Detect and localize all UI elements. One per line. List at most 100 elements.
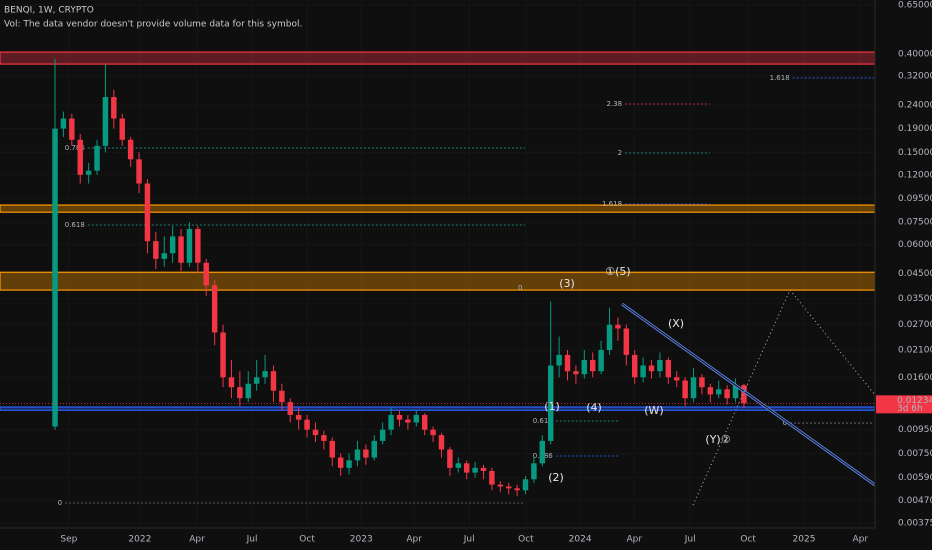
candle-body: [211, 285, 218, 333]
x-tick-label: Oct: [518, 535, 534, 545]
y-tick-label: 0.003750: [898, 519, 932, 529]
candle-body: [270, 371, 277, 391]
candle-body: [531, 463, 537, 480]
y-tick-label: 0.004700: [898, 496, 932, 506]
volume-note: Vol: The data vendor doesn't provide vol…: [4, 20, 302, 30]
candle-body: [447, 449, 453, 468]
y-tick-label: 0.240000: [898, 101, 932, 111]
candle-body: [111, 97, 117, 119]
candle-body: [77, 139, 83, 175]
wave-label: (1): [544, 400, 560, 413]
candle-body: [119, 118, 125, 140]
candle-body: [287, 402, 293, 415]
last-price-box: [876, 395, 932, 414]
y-tick-label: 0.021000: [898, 345, 932, 355]
x-tick-label: Apr: [189, 535, 205, 545]
projection-line: [789, 289, 876, 396]
candle-body: [489, 470, 495, 485]
x-tick-label: 2022: [128, 535, 151, 545]
candle-body: [85, 170, 92, 175]
candle-body: [573, 371, 579, 375]
candle-body: [354, 449, 361, 461]
fib-label: 1.618: [602, 200, 622, 208]
y-tick-label: 0.075000: [898, 218, 932, 228]
candle-body: [363, 449, 369, 458]
wave-label: (Y)②: [705, 433, 730, 446]
candle-body: [606, 324, 613, 350]
candle-body: [463, 463, 470, 473]
wave-label: (2): [548, 471, 564, 484]
candle-body: [161, 253, 167, 259]
candle-body: [312, 429, 319, 436]
x-tick-label: Jul: [246, 535, 258, 545]
candle-body: [707, 387, 714, 395]
x-tick-label: Apr: [627, 535, 643, 545]
y-tick-label: 0.120000: [898, 170, 932, 180]
y-tick-label: 0.095000: [898, 194, 932, 204]
wave-label: (4): [586, 401, 602, 414]
fib-label: 0.618: [533, 417, 553, 425]
x-tick-label: Jul: [684, 535, 696, 545]
candle-body: [514, 488, 520, 491]
candle-body: [388, 414, 394, 430]
price-zone: [0, 51, 876, 65]
candle-body: [421, 414, 428, 430]
candle-body: [94, 145, 100, 171]
candle-body: [505, 486, 512, 489]
candle-body: [253, 377, 260, 384]
fib-label: 0.786: [65, 144, 86, 152]
candle-body: [497, 484, 504, 487]
candle-body: [69, 118, 75, 140]
last-price-label: 0.012348: [897, 396, 932, 406]
y-tick-label: 0.005900: [898, 473, 932, 483]
candle-body: [741, 385, 747, 404]
x-tick-label: Oct: [299, 535, 315, 545]
drawings: [621, 289, 876, 506]
y-tick-label: 0.009500: [898, 425, 932, 435]
candle-body: [127, 139, 134, 160]
y-axis-panel: [875, 0, 932, 550]
candle-body: [102, 97, 109, 146]
candle-body: [321, 435, 327, 441]
x-tick-label: Apr: [853, 535, 869, 545]
candle-body: [724, 389, 730, 399]
x-tick-label: Apr: [406, 535, 422, 545]
y-tick-label: 0.150000: [898, 148, 932, 158]
fib-label: 0: [783, 419, 787, 427]
candle-body: [379, 429, 386, 441]
symbol-title: BENQI, 1W, CRYPTO: [4, 6, 94, 16]
candle-body: [136, 159, 142, 184]
candle-body: [178, 236, 184, 263]
fib-label: 0.618: [65, 221, 85, 229]
candle-body: [615, 324, 621, 329]
wave-label: (X): [668, 317, 684, 330]
y-tick-label: 0.035000: [898, 294, 932, 304]
x-tick-label: 2025: [793, 535, 816, 545]
candle-body: [732, 385, 739, 399]
candle-body: [186, 228, 193, 263]
y-tick-label: 0.045000: [898, 269, 932, 279]
price-zone: [0, 271, 876, 291]
candle-body: [589, 360, 596, 372]
countdown-label: 3d 6h: [897, 404, 923, 414]
candle-body: [245, 383, 251, 399]
candle-body: [547, 365, 554, 441]
candle-body: [455, 463, 462, 468]
candle-body: [682, 380, 688, 399]
candle-body: [480, 467, 487, 471]
x-tick-label: Oct: [740, 535, 756, 545]
candle-body: [673, 377, 680, 381]
fib-label: 0: [58, 499, 62, 507]
candle-body: [690, 377, 697, 399]
y-tick-label: 0.400000: [898, 49, 932, 59]
y-tick-label: 0.190000: [898, 124, 932, 134]
candle-body: [169, 236, 176, 254]
candle-body: [556, 354, 562, 366]
projection-line: [692, 289, 791, 506]
y-tick-label: 0.016000: [898, 373, 932, 383]
candle-body: [203, 262, 209, 286]
y-tick-label: 0.060000: [898, 240, 932, 250]
candle-body: [346, 460, 352, 468]
